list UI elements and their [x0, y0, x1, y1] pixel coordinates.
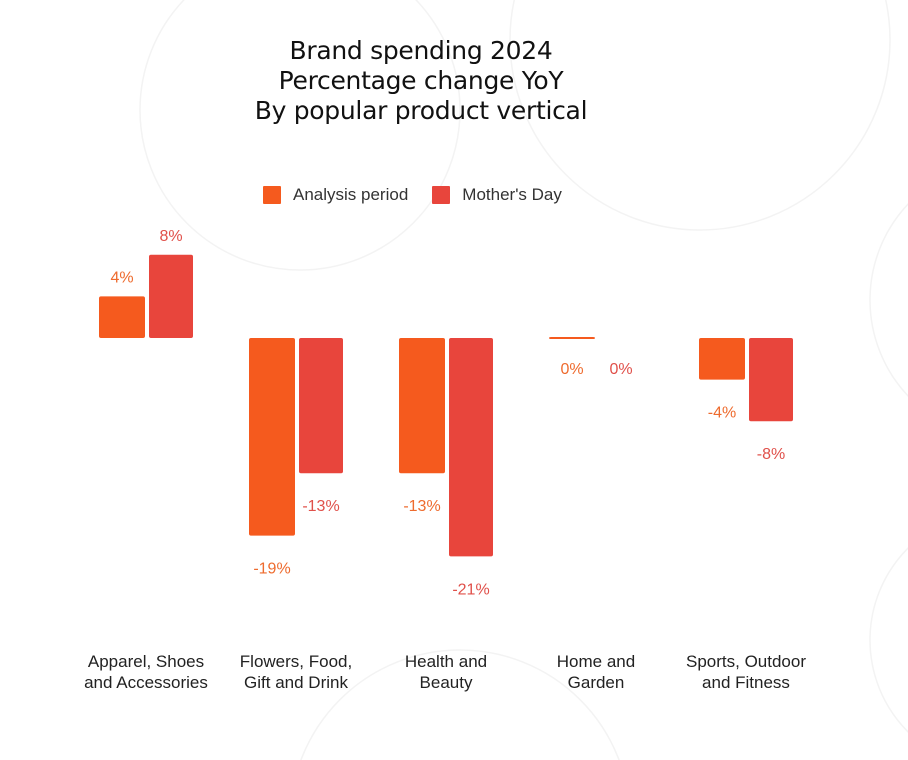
title-line-1: Brand spending 2024 [289, 36, 553, 65]
category-label-4: Home and Garden [516, 651, 676, 693]
title-line-3: By popular product vertical [254, 96, 588, 125]
bar-analysis-period-5 [699, 338, 745, 380]
data-label-analysis-period-3: -13% [403, 498, 440, 515]
category-label-line: Gift and Drink [244, 673, 348, 692]
category-label-line: Beauty [419, 673, 473, 692]
legend-item-analysis-period[interactable]: Analysis period [263, 185, 408, 205]
data-label-analysis-period-2: -19% [253, 561, 290, 578]
bar-mother-s-day-2 [299, 338, 343, 474]
bar-mother-s-day-3 [449, 338, 493, 557]
data-label-mother-s-day-4: 0% [609, 361, 632, 378]
data-label-mother-s-day-1: 8% [159, 228, 182, 245]
bar-mother-s-day-5 [749, 338, 793, 422]
category-label-5: Sports, Outdoor and Fitness [666, 651, 826, 693]
category-label-line: Flowers, Food, [239, 652, 353, 671]
category-label-3: Health and Beauty [366, 651, 526, 693]
chart-title: Brand spending 2024 Percentage change Yo… [0, 36, 842, 126]
legend-label: Analysis period [293, 185, 409, 204]
bar-analysis-period-2 [249, 338, 295, 536]
legend-swatch-mothers-day [432, 186, 451, 204]
legend-swatch-analysis-period [263, 186, 281, 204]
category-label-1: Apparel, Shoes and Accessories [66, 651, 226, 693]
category-label-line: Garden [567, 673, 625, 692]
bar-analysis-period-4 [549, 337, 595, 339]
category-label-line: Sports, Outdoor [685, 652, 806, 671]
title-line-2: Percentage change YoY [278, 66, 564, 95]
category-label-line: and Fitness [702, 673, 790, 692]
bar-mother-s-day-1 [149, 254, 193, 338]
legend-item-mothers-day[interactable]: Mother's Day [432, 185, 562, 205]
category-label-line: Apparel, Shoes [87, 652, 205, 671]
data-label-analysis-period-1: 4% [110, 269, 133, 286]
data-label-analysis-period-5: -4% [708, 405, 736, 422]
legend-label: Mother's Day [462, 185, 562, 204]
bar-analysis-period-1 [99, 296, 145, 338]
data-label-mother-s-day-5: -8% [757, 446, 785, 463]
chart-legend: Analysis period Mother's Day [263, 185, 586, 205]
category-label-2: Flowers, Food, Gift and Drink [216, 651, 376, 693]
category-label-line: and Accessories [84, 673, 208, 692]
data-label-mother-s-day-2: -13% [302, 498, 339, 515]
data-label-mother-s-day-3: -21% [452, 581, 489, 598]
category-label-line: Home and [556, 652, 636, 671]
data-label-analysis-period-4: 0% [560, 361, 583, 378]
bar-analysis-period-3 [399, 338, 445, 474]
category-label-line: Health and [404, 652, 488, 671]
